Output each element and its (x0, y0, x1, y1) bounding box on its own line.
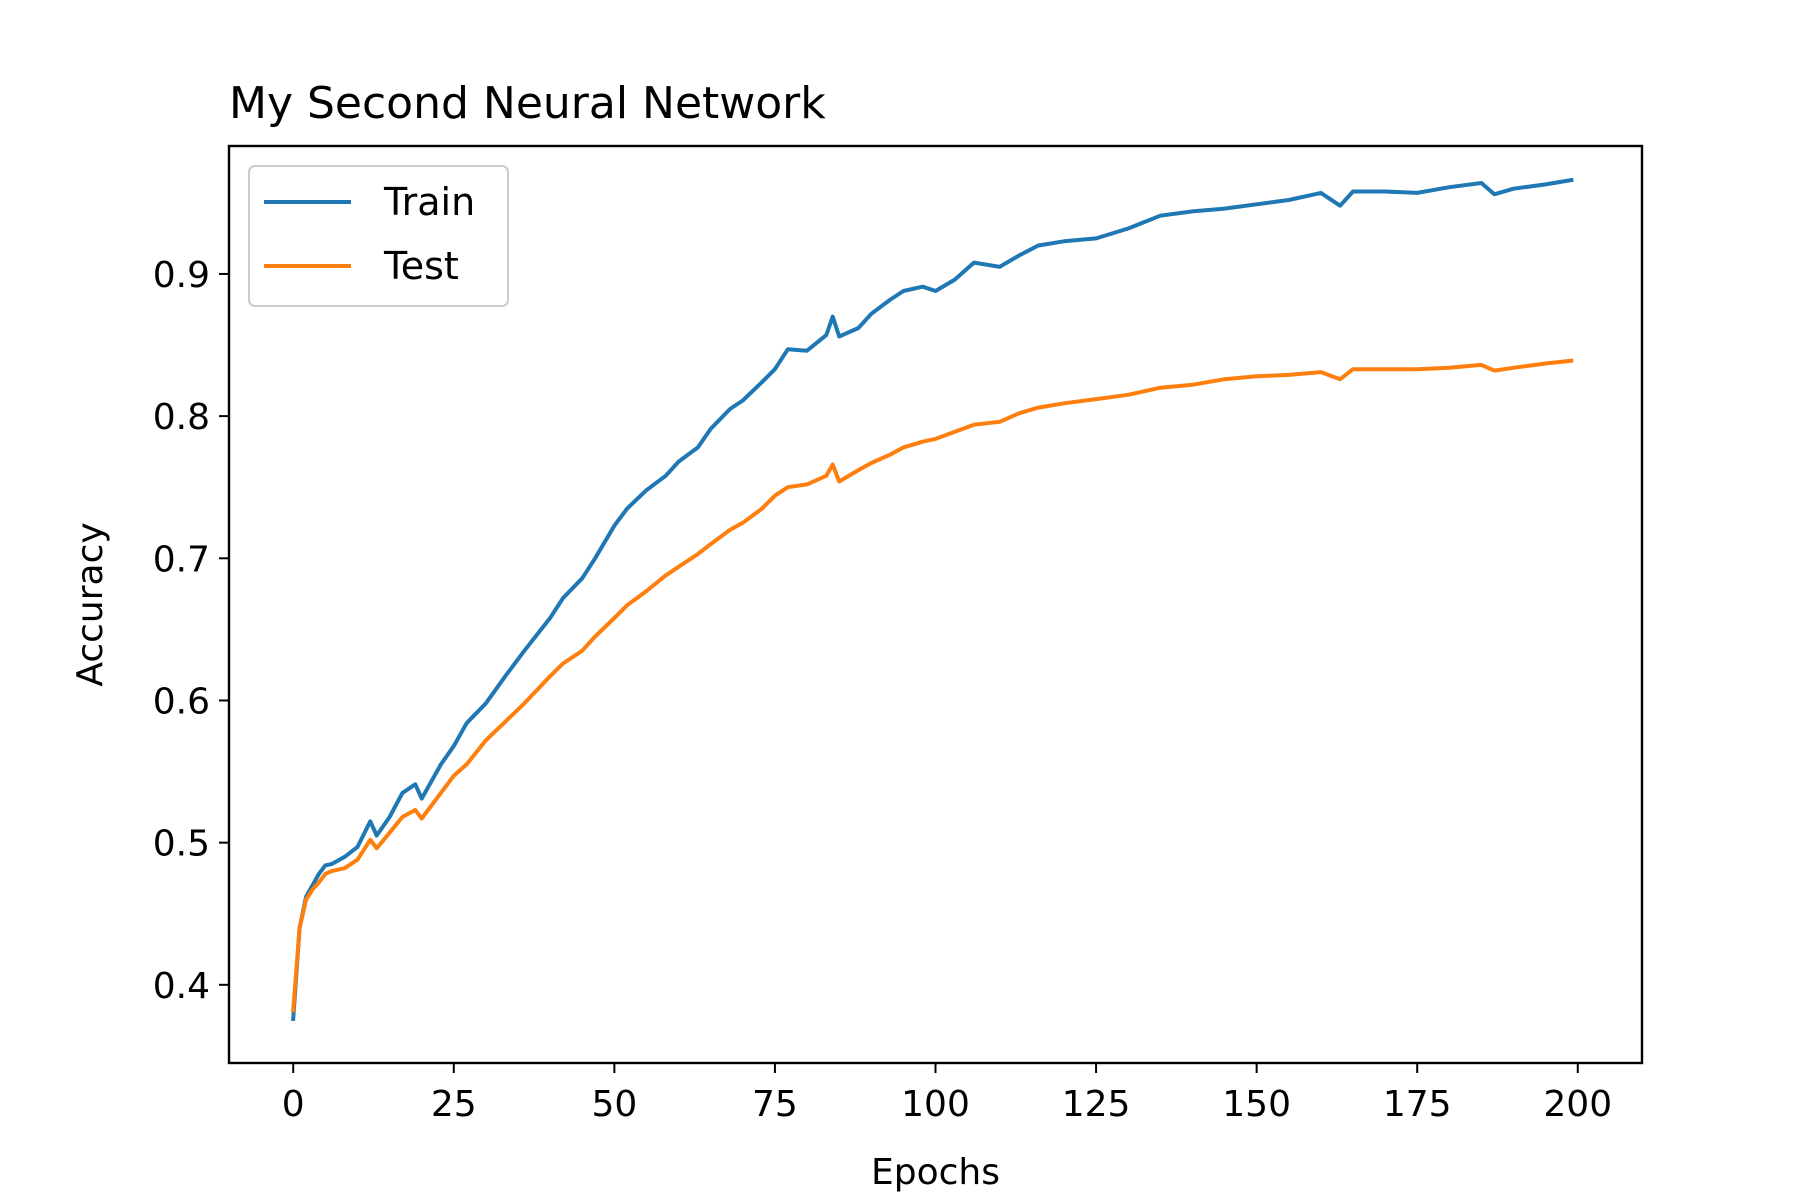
chart-title: My Second Neural Network (229, 78, 826, 129)
x-axis-label: Epochs (871, 1152, 1000, 1193)
x-tick-label: 200 (1543, 1084, 1612, 1125)
y-axis-label: Accuracy (70, 522, 111, 686)
y-tick-label: 0.9 (153, 255, 210, 296)
series-line-test (291, 358, 1574, 1013)
y-tick-label: 0.4 (153, 966, 210, 1007)
y-axis: 0.4 0.5 0.6 0.7 0.8 0.9 (153, 255, 229, 1007)
y-tick-label: 0.8 (153, 397, 210, 438)
y-tick-label: 0.6 (153, 681, 210, 722)
x-tick-label: 0 (282, 1084, 305, 1125)
series-line-train (291, 177, 1574, 1022)
x-tick-label: 50 (591, 1084, 637, 1125)
y-tick-label: 0.5 (153, 824, 210, 865)
y-tick-label: 0.7 (153, 539, 210, 580)
series-layer (291, 177, 1574, 1022)
x-tick-label: 175 (1383, 1084, 1452, 1125)
x-tick-label: 75 (752, 1084, 798, 1125)
x-tick-label: 125 (1062, 1084, 1131, 1125)
legend: Train Test (248, 165, 509, 307)
legend-label-test: Test (383, 244, 459, 288)
x-tick-label: 25 (431, 1084, 477, 1125)
x-axis: 0 25 50 75 100 125 150 175 200 (282, 1063, 1612, 1125)
x-tick-label: 150 (1222, 1084, 1291, 1125)
x-tick-label: 100 (901, 1084, 970, 1125)
legend-label-train: Train (383, 180, 475, 224)
